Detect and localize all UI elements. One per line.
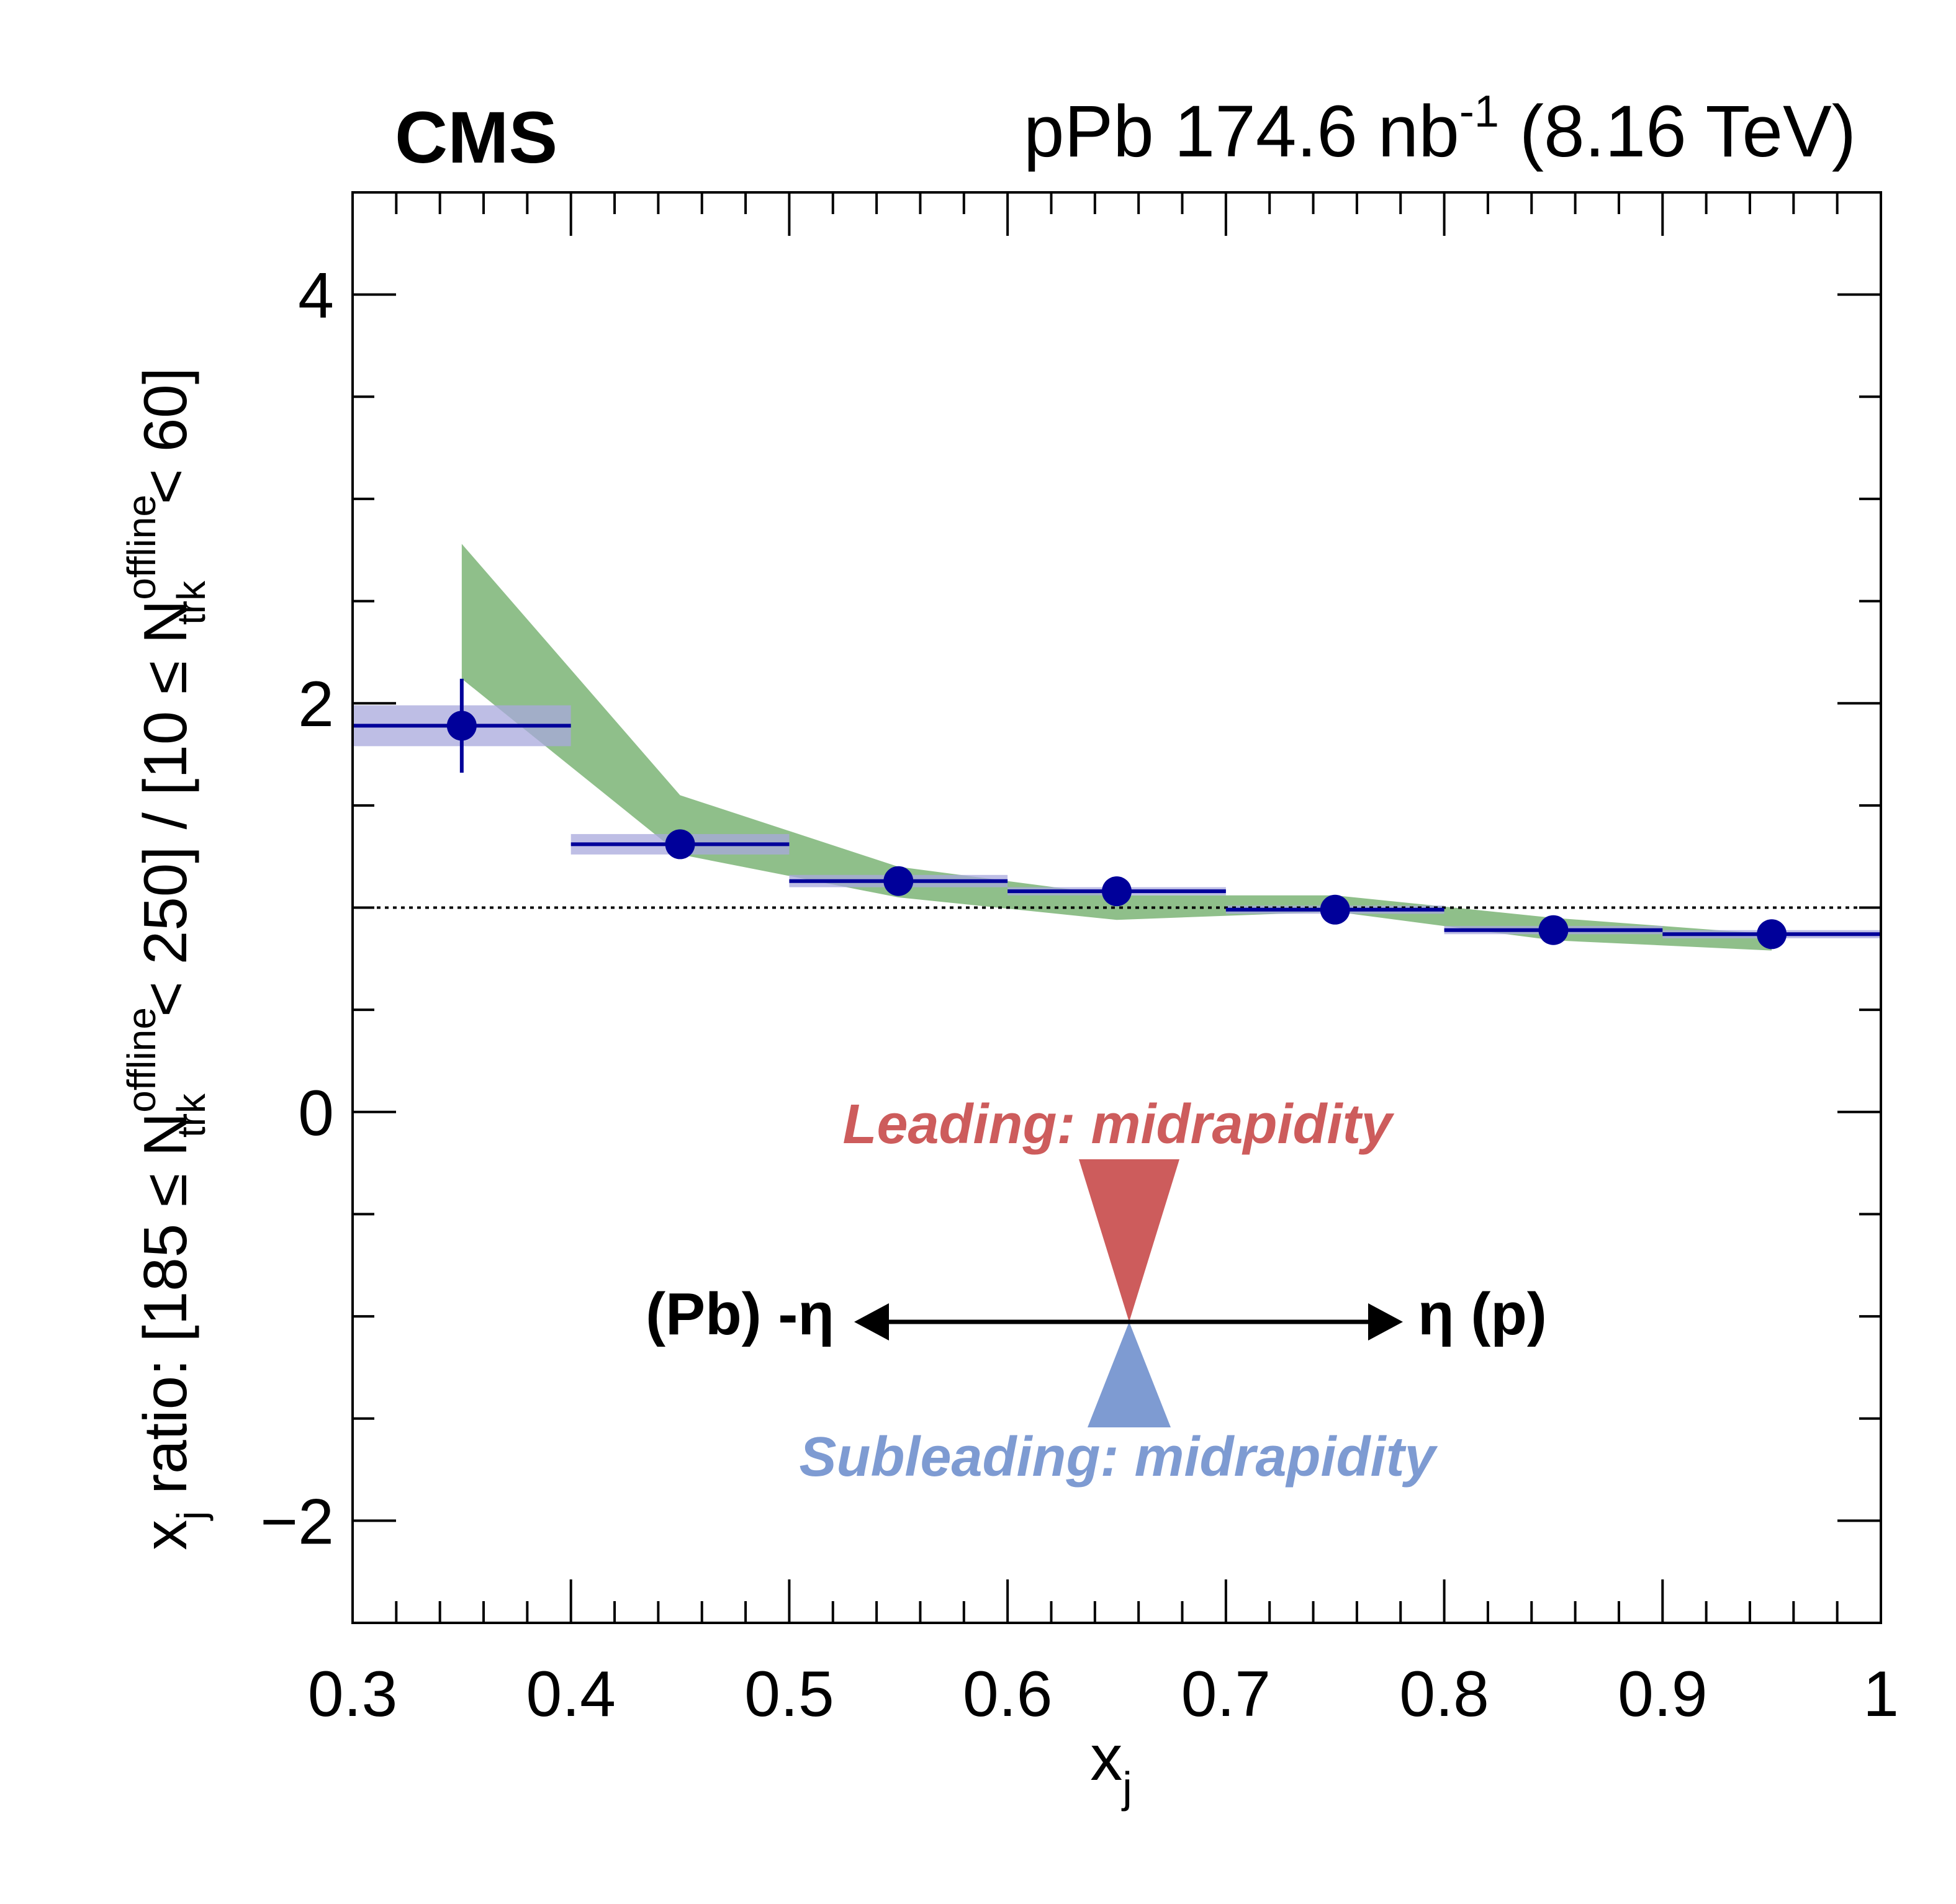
- experiment-label: CMS: [395, 97, 557, 179]
- data-point: [446, 711, 477, 741]
- axis-ticks: [351, 191, 1882, 1624]
- data-point: [1538, 915, 1569, 945]
- y-tick-label: −2: [260, 1486, 334, 1558]
- x-axis-label: xj: [1090, 1722, 1132, 1812]
- leading-triangle-icon: [1079, 1159, 1179, 1322]
- axis-tick-labels: 0.3 0.4 0.5 0.6 0.7 0.8 0.9 1 −2 0 2 4: [260, 260, 1899, 1730]
- y-tick-label: 4: [298, 260, 334, 332]
- y-tick-label: 2: [298, 668, 334, 740]
- x-tick-label: 0.3: [308, 1658, 398, 1730]
- x-tick-label: 0.4: [526, 1658, 616, 1730]
- data-point: [665, 829, 695, 860]
- x-tick-label: 0.7: [1181, 1658, 1271, 1730]
- arrow-left-icon: [854, 1303, 889, 1340]
- arrow-right-icon: [1368, 1303, 1403, 1340]
- x-tick-label: 0.5: [744, 1658, 834, 1730]
- x-tick-label: 0.6: [963, 1658, 1053, 1730]
- data-point: [883, 866, 914, 896]
- y-tick-label: 0: [298, 1077, 334, 1149]
- pb-direction-label: (Pb) -η: [646, 1281, 834, 1347]
- x-tick-label: 1: [1863, 1658, 1899, 1730]
- subleading-triangle-icon: [1088, 1322, 1171, 1427]
- data-point: [1757, 919, 1787, 950]
- x-tick-label: 0.8: [1399, 1658, 1489, 1730]
- p-direction-label: η (p): [1418, 1281, 1547, 1347]
- data-point: [1320, 894, 1350, 925]
- lumi-exponent: -1: [1459, 87, 1499, 137]
- energy-label: (8.16 TeV): [1520, 91, 1856, 173]
- subleading-label: Subleading: midrapidity: [799, 1426, 1438, 1488]
- lumi-prefix: pPb 174.6 nb: [1024, 91, 1459, 173]
- y-axis-label: xj ratio: [185 ≤ Nofflinetrk < 250] / [1…: [119, 367, 214, 1550]
- lumi-energy-label: pPb 174.6 nb-1 (8.16 TeV): [1024, 87, 1856, 173]
- leading-label: Leading: midrapidity: [842, 1093, 1394, 1156]
- data-point: [1102, 876, 1132, 907]
- data-points-layer: [353, 678, 1881, 950]
- x-tick-label: 0.9: [1618, 1658, 1708, 1730]
